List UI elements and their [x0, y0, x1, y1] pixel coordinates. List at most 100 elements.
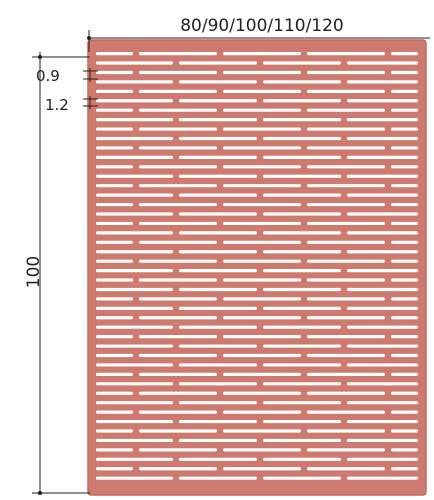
panel-slot: [179, 344, 257, 348]
panel-slot: [263, 287, 341, 292]
panel-slot: [139, 202, 217, 207]
panel-slot: [263, 155, 341, 159]
panel-slot: [96, 221, 133, 226]
panel-slot: [96, 467, 133, 471]
panel-slot: [96, 240, 133, 244]
panel-slot: [96, 448, 133, 452]
panel-slot: [96, 165, 133, 169]
height-dimension-label: 100: [24, 256, 44, 288]
panel-slot: [347, 344, 418, 348]
panel-slot: [96, 316, 133, 320]
panel-slot: [307, 391, 385, 395]
panel-slot: [139, 316, 217, 320]
panel-slot: [96, 146, 133, 150]
gap-dimension-label: 0.9: [36, 67, 60, 85]
panel-slot: [347, 287, 418, 292]
panel-slot: [139, 127, 217, 131]
panel-slot: [223, 448, 301, 452]
panel-slot: [139, 335, 217, 339]
panel-slot: [96, 174, 173, 178]
panel-slot: [307, 146, 385, 150]
panel-slot: [96, 335, 133, 339]
panel-slot: [347, 212, 418, 216]
panel-slot: [96, 306, 173, 310]
panel-slot: [347, 269, 418, 273]
panel-slot: [307, 353, 385, 358]
panel-slot: [223, 259, 301, 263]
panel-slot: [263, 363, 341, 367]
panel-slot: [263, 174, 341, 178]
panel-slot: [96, 382, 173, 386]
panel-slot: [347, 118, 418, 122]
panel-slot: [307, 89, 385, 93]
panel-slot: [139, 108, 217, 112]
panel-slot: [307, 372, 385, 376]
panel-slot: [263, 344, 341, 348]
panel-slot: [307, 429, 385, 433]
panel-slot: [223, 146, 301, 150]
panel-slot: [347, 136, 418, 141]
width-dimension: 80/90/100/110/120: [87, 16, 430, 52]
panel-slot: [391, 89, 418, 93]
panel-slot: [307, 52, 385, 56]
panel-slot: [391, 221, 418, 226]
panel-slot: [391, 353, 418, 358]
panel-slot: [179, 155, 257, 159]
panel-slot: [263, 193, 341, 197]
panel-slot: [96, 259, 133, 263]
panel-slot: [96, 410, 133, 414]
panel-slot: [391, 259, 418, 263]
height-dimension-dot-top: [38, 55, 42, 59]
panel-slot: [347, 250, 418, 254]
panel-slot: [96, 287, 173, 292]
panel-slot: [347, 61, 418, 65]
panel-slot: [139, 353, 217, 358]
panel-slot: [307, 221, 385, 226]
panel-slot: [391, 316, 418, 320]
panel-slot: [223, 316, 301, 320]
width-dimension-label: 80/90/100/110/120: [180, 16, 344, 36]
panel-slot: [139, 297, 217, 301]
panel-slots: [96, 52, 418, 480]
panel-slot: [139, 278, 217, 282]
panel-slot: [347, 325, 418, 329]
width-dimension-dot: [87, 36, 91, 40]
panel-slot: [96, 231, 173, 235]
panel-slot: [223, 410, 301, 414]
panel-slot: [223, 240, 301, 244]
panel-slot: [223, 335, 301, 339]
panel-slot: [139, 467, 217, 471]
panel-slot: [96, 108, 133, 112]
panel-slot: [307, 127, 385, 131]
panel-slot: [179, 457, 257, 461]
panel-slot: [179, 401, 257, 405]
panel-slot: [263, 231, 341, 235]
panel-slot: [223, 429, 301, 433]
panel-slot: [347, 99, 418, 103]
panel-slot: [391, 52, 418, 56]
panel-slot: [139, 52, 217, 56]
panel-slot: [223, 221, 301, 226]
panel-slot: [139, 184, 217, 188]
panel-slot: [307, 184, 385, 188]
panel-slot: [307, 335, 385, 339]
panel-slot: [391, 146, 418, 150]
panel-slot: [307, 448, 385, 452]
panel-slot: [307, 108, 385, 112]
panel-slot: [139, 221, 217, 226]
panel-slot: [179, 231, 257, 235]
panel-slot: [96, 363, 173, 367]
panel-slot: [347, 80, 418, 84]
panel-slot: [391, 108, 418, 112]
panel-slot: [179, 382, 257, 386]
panel-slot: [391, 410, 418, 414]
panel-body: [87, 39, 427, 496]
panel-slot: [307, 202, 385, 207]
panel-slot: [223, 353, 301, 358]
panel-slot: [307, 70, 385, 75]
panel-slot: [223, 391, 301, 395]
panel-slot: [96, 297, 133, 301]
panel-slot: [96, 344, 173, 348]
panel-slot: [223, 165, 301, 169]
panel-slot: [179, 99, 257, 103]
